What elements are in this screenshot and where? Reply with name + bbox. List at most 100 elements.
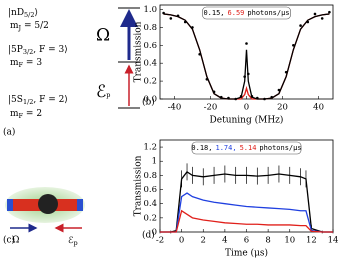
text-part: , F = 2⟩ <box>33 95 67 105</box>
annotation-box <box>202 6 291 20</box>
data-line <box>160 170 333 233</box>
text-part: ℰ <box>96 82 106 102</box>
panel-label: (a) <box>3 127 15 138</box>
x-axis-label: Detuning (MHz) <box>210 115 284 126</box>
panel-label: (c) <box>3 235 15 246</box>
y-tick-label: 0.6 <box>143 41 157 51</box>
text-part: m <box>10 58 19 68</box>
y-tick-label: 0.4 <box>143 199 157 209</box>
annotation-part: 0.18, <box>191 144 212 152</box>
data-line <box>160 192 333 233</box>
rydberg-blockade <box>38 194 58 214</box>
x-tick-label: -40 <box>168 103 182 113</box>
y-tick-label: 0.8 <box>143 171 157 181</box>
level-label: |5P3/2, F = 3⟩ <box>8 45 68 57</box>
data-point <box>176 14 180 18</box>
x-tick-label: 40 <box>313 103 324 113</box>
data-point <box>183 20 187 24</box>
x-tick-label: -20 <box>204 103 218 113</box>
x-axis-label: Time (μs) <box>225 248 268 259</box>
annotation-part: 5.14 <box>240 144 257 152</box>
data-line <box>163 13 330 100</box>
beam-end <box>7 199 13 211</box>
y-axis-label: Transmission <box>134 155 144 216</box>
data-point <box>247 72 250 76</box>
data-point <box>198 52 201 56</box>
data-point <box>270 95 274 99</box>
data-point <box>320 17 324 20</box>
x-tick-label: 0 <box>244 103 249 113</box>
data-point <box>191 26 194 29</box>
text-part: F <box>19 61 24 69</box>
data-point <box>239 95 243 98</box>
text-part: ℰ <box>68 236 74 246</box>
level-label: |nD5/2⟩ <box>8 8 38 20</box>
annotation-part: photons/μs <box>247 9 289 17</box>
coupling-label: Ω <box>12 236 19 246</box>
data-point <box>245 42 248 45</box>
data-line <box>160 209 333 233</box>
y-tick-label: 1.2 <box>143 143 157 153</box>
x-tick-label: 10 <box>284 236 295 246</box>
x-tick-label: 6 <box>244 236 249 246</box>
annotation-part: 0.15, <box>203 9 224 17</box>
data-point <box>205 78 209 81</box>
annotation-box <box>191 141 302 155</box>
annotation: 0.15, 6.59 photons/μs <box>203 9 289 17</box>
data-point <box>306 20 310 24</box>
data-point <box>169 17 173 20</box>
data-point <box>243 75 246 78</box>
data-point <box>250 95 254 98</box>
annotation-part: 1.74, <box>215 144 236 152</box>
data-point <box>292 43 295 47</box>
data-point <box>219 95 223 99</box>
probe-label: ℰp <box>96 82 110 102</box>
probe-label: ℰp <box>68 236 78 248</box>
text-part: p <box>106 91 110 99</box>
text-part: |5P <box>8 45 23 55</box>
data-point <box>234 97 237 101</box>
text-part: p <box>73 239 77 247</box>
y-tick-label: 1 <box>152 157 157 167</box>
text-part: 1/2 <box>23 98 33 106</box>
text-part: |5S <box>8 95 23 105</box>
y-tick-label: 1.0 <box>143 5 157 15</box>
data-point <box>256 96 259 100</box>
level-quantum-number: mF = 3 <box>10 58 42 70</box>
level-label: |5S1/2, F = 2⟩ <box>8 95 68 107</box>
beam-end <box>77 199 83 211</box>
text-part: m <box>10 109 19 119</box>
annotation-part: 6.59 <box>228 9 245 17</box>
panel-label: (b) <box>142 97 155 108</box>
text-part: 5/2 <box>24 11 34 19</box>
x-tick-label: 20 <box>277 103 288 113</box>
x-tick-label: 12 <box>306 236 317 246</box>
x-tick-label: 2 <box>201 236 206 246</box>
y-tick-label: 0.2 <box>143 213 157 223</box>
data-point <box>284 70 288 74</box>
level-quantum-number: mJ = 5/2 <box>10 21 49 33</box>
text-part: F <box>19 112 24 120</box>
y-tick-label: 0.4 <box>143 59 157 69</box>
level-quantum-number: mF = 2 <box>10 109 42 121</box>
data-point <box>263 97 266 101</box>
text-part: = 5/2 <box>21 21 49 31</box>
y-axis-label: Transmission <box>134 21 144 82</box>
cloud-diagram <box>5 187 85 233</box>
coupling-label: Ω <box>96 26 110 46</box>
text-part: 3/2 <box>23 48 33 56</box>
x-tick-label: -2 <box>156 236 164 246</box>
panel-label: (d) <box>142 230 155 241</box>
text-part: = 3 <box>23 58 42 68</box>
annotation-part: photons/μs <box>259 144 301 152</box>
y-tick-label: 0.2 <box>143 77 157 87</box>
annotation: 0.18, 1.74, 5.14 photons/μs <box>191 144 301 152</box>
y-tick-label: 0.0 <box>143 95 157 105</box>
data-point <box>277 88 281 92</box>
data-point <box>227 96 230 100</box>
x-tick-label: 14 <box>328 236 338 246</box>
data-point <box>212 90 216 94</box>
data-point <box>162 11 165 15</box>
